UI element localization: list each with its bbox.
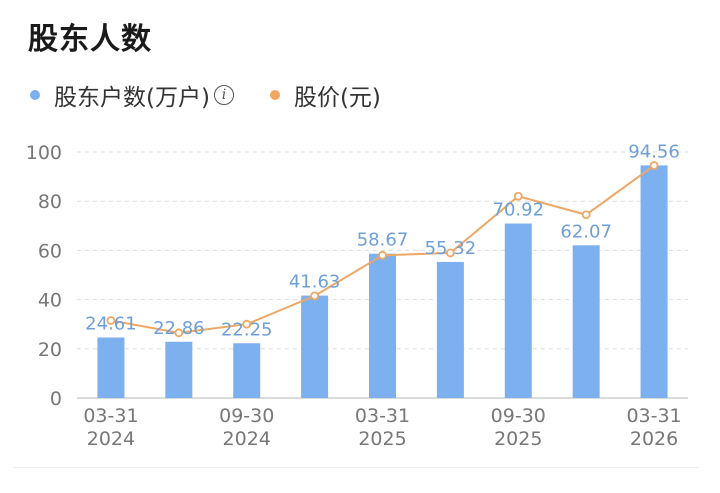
- price-point: [581, 210, 591, 220]
- y-tick-label: 0: [50, 388, 62, 410]
- holders-data-label: 70.92: [493, 200, 545, 221]
- legend-item-holders[interactable]: 股东户数(万户) i: [30, 78, 234, 112]
- holders-data-label: 22.25: [221, 319, 273, 340]
- holders-bar: [640, 165, 668, 398]
- holders-data-label: 22.86: [153, 318, 205, 339]
- holders-bar: [504, 223, 532, 398]
- holders-data-label: 94.56: [628, 141, 680, 162]
- price-legend-dot: [269, 90, 280, 100]
- x-tick-label: 03-31: [355, 405, 410, 427]
- price-point: [174, 328, 184, 338]
- legend-item-price[interactable]: 股价(元): [269, 78, 381, 112]
- y-tick-label: 40: [38, 290, 62, 312]
- x-tick-label: 09-30: [219, 405, 274, 427]
- legend: 股东户数(万户) i 股价(元): [30, 78, 417, 112]
- holders-data-label: 58.67: [357, 230, 409, 251]
- y-tick-label: 20: [38, 339, 62, 361]
- price-point: [242, 319, 252, 329]
- price-point: [513, 191, 523, 201]
- x-tick-label: 03-31: [83, 405, 138, 427]
- x-tick-year: 2025: [494, 428, 542, 450]
- price-legend-label: 股价(元): [293, 85, 381, 111]
- price-point: [106, 316, 116, 325]
- x-tick-label: 03-31: [626, 405, 681, 427]
- holders-bar: [233, 343, 261, 398]
- price-point: [649, 161, 659, 170]
- holders-bar: [436, 261, 464, 398]
- holders-bar: [97, 337, 125, 398]
- y-tick-label: 100: [26, 142, 62, 164]
- divider: [14, 467, 698, 468]
- x-tick-year: 2026: [630, 428, 678, 450]
- x-tick-year: 2024: [223, 428, 271, 450]
- holders-bar: [572, 245, 600, 398]
- holders-data-label: 41.63: [289, 272, 341, 293]
- y-tick-label: 80: [38, 191, 62, 213]
- chart-title: 股东人数: [28, 22, 152, 57]
- x-tick-label: 09-30: [491, 405, 546, 427]
- price-point: [445, 248, 455, 258]
- price-point: [310, 291, 320, 301]
- holders-bar: [369, 253, 396, 398]
- holders-legend-dot: [30, 90, 40, 100]
- price-point: [378, 250, 387, 260]
- info-icon[interactable]: i: [213, 85, 234, 105]
- holders-legend-label: 股东户数(万户): [54, 85, 210, 111]
- holders-data-label: 55.32: [425, 238, 477, 259]
- x-tick-year: 2024: [87, 428, 135, 450]
- holders-bar: [301, 295, 329, 398]
- holders-bar: [165, 341, 193, 398]
- holders-data-label: 62.07: [560, 221, 612, 242]
- y-tick-label: 60: [38, 240, 62, 262]
- x-tick-year: 2025: [358, 428, 406, 450]
